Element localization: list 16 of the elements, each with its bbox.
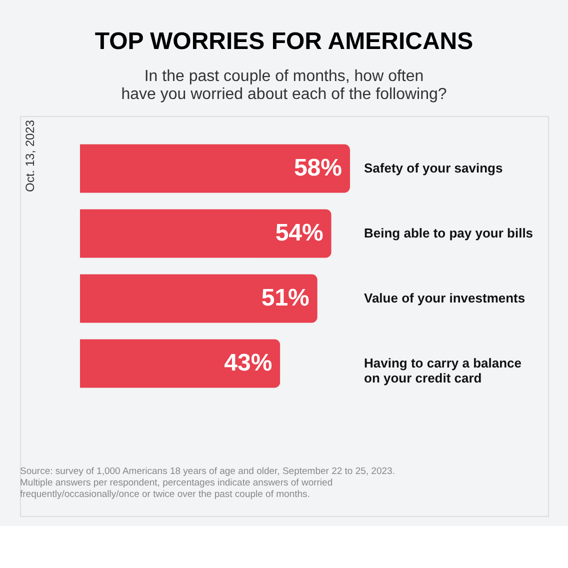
text: Oct. 13, 2023	[23, 120, 37, 192]
bar	[80, 209, 332, 258]
bar	[80, 144, 350, 193]
data-label: 54%	[275, 220, 324, 246]
y-tick-label: Safety of your savings	[364, 160, 503, 176]
chart-title: TOP WORRIES FOR AMERICANS	[94, 28, 474, 55]
y-tick-label: Value of your investments	[364, 290, 526, 306]
y-tick-label: Being able to pay your bills	[364, 226, 534, 240]
y-tick-label: Having to carry a balance on your credit card	[364, 356, 522, 386]
chart-subtitle: In the past couple of months, how often have you worried about each of the following?	[121, 68, 447, 103]
bar	[80, 339, 280, 388]
data-label: 51%	[261, 284, 310, 312]
bar	[80, 274, 318, 323]
source-note: Source: survey of 1,000 Americans 18 years of age and older, September 22 to 25, 2023. Multiple answers per respondent, percentages indicate answers of worried frequently/occasionally/once or twice over the past couple of months.	[20, 466, 395, 500]
data-label: 58%	[294, 154, 342, 182]
data-label: 43%	[224, 350, 272, 376]
